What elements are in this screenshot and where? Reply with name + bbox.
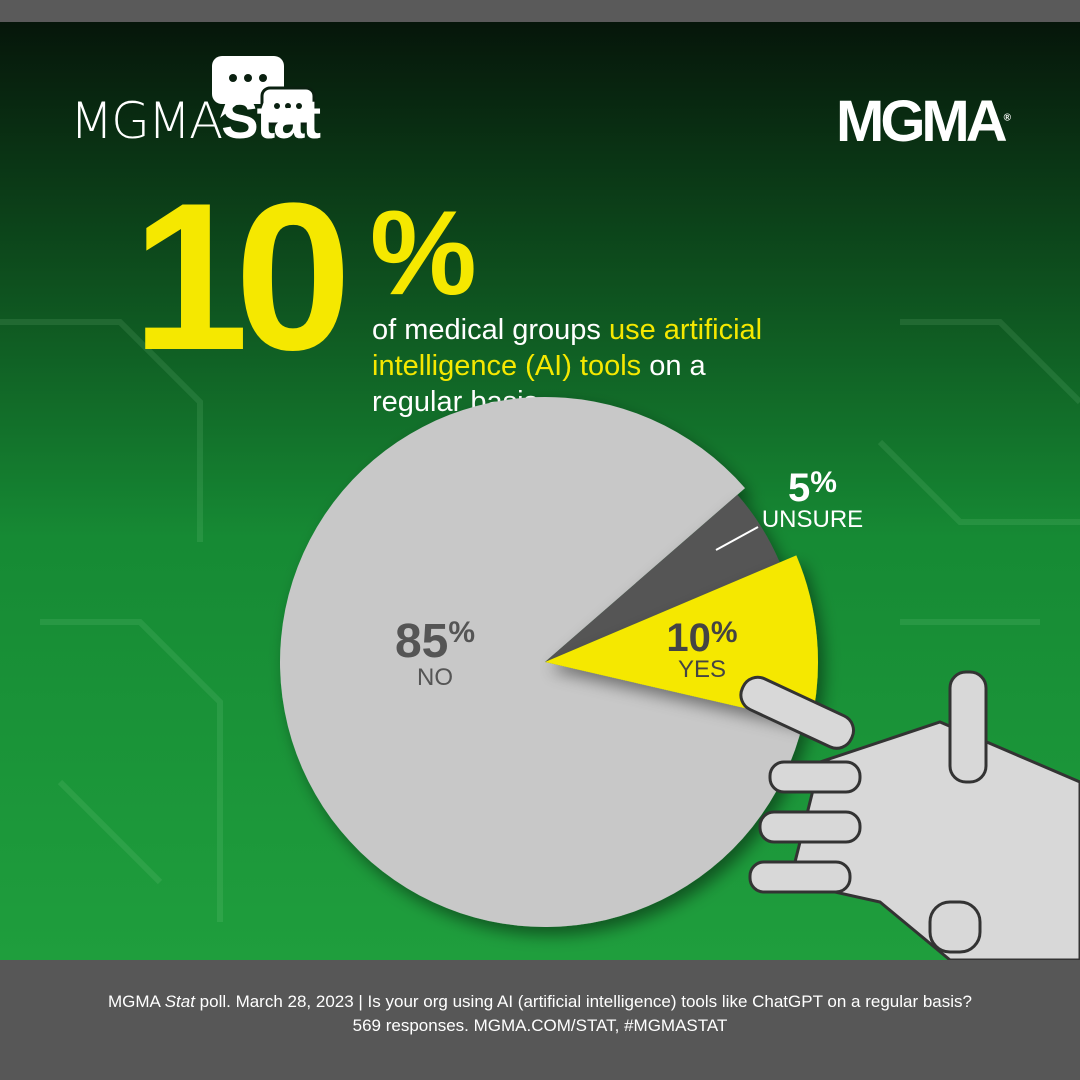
mgma-stat-logo: MGMAStat [70, 87, 321, 150]
infographic-panel: MGMAStat MGMA® 10 % of medical groups us… [0, 22, 1080, 960]
big-stat-percent: % [370, 186, 477, 320]
pie-chart [279, 397, 819, 928]
mgma-logo: MGMA® [836, 89, 1012, 154]
label-yes: 10% YES [666, 616, 738, 683]
slice-unsure [545, 494, 780, 662]
circuit-pattern [0, 319, 1080, 922]
top-bar [0, 0, 1080, 22]
unsure-leader-line [715, 526, 759, 551]
chat-bubbles-icon [212, 56, 316, 126]
headline-text: of medical groups use artificial intelli… [372, 314, 763, 418]
robot-hand [739, 670, 1080, 960]
label-unsure: 5% UNSURE [761, 466, 864, 533]
label-no: 85% NO [394, 615, 476, 691]
big-stat-number: 10 [132, 159, 352, 394]
footer-source: MGMA Stat poll. March 28, 2023 | Is your… [108, 992, 972, 1011]
slice-no [279, 397, 804, 928]
footer: MGMA Stat poll. March 28, 2023 | Is your… [0, 960, 1080, 1080]
footer-responses: 569 responses. MGMA.COM/STAT, #MGMASTAT [352, 1016, 728, 1035]
